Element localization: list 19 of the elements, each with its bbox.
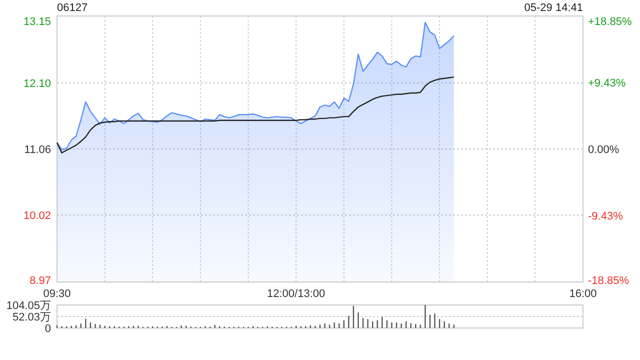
x-tick-label: 12:00/13:00 [267, 288, 326, 300]
y2-tick-label: -18.85% [588, 275, 630, 287]
y-tick-label: 13.15 [23, 16, 51, 28]
x-tick-label: 16:00 [569, 288, 597, 300]
text: 05-29 14:41 [524, 2, 583, 14]
y2-tick-label: +9.43% [588, 77, 626, 90]
y2-tick-label: 0.00% [588, 144, 620, 156]
y-tick-label: 10.02 [23, 210, 51, 222]
y-tick-label: 11.06 [24, 144, 51, 156]
y-tick-label: 12.10 [23, 78, 51, 90]
y-tick-label: 52.03万 [12, 312, 51, 324]
y2-tick-label: +18.85% [588, 16, 632, 28]
y-tick-label: 8.97 [30, 275, 51, 287]
x-tick-label: 09:30 [43, 288, 71, 300]
y-tick-label: 0 [44, 323, 51, 335]
chart-title: 06127 [57, 2, 88, 14]
line-series [56, 76, 454, 154]
y-tick-label: 104.05万 [6, 300, 51, 312]
y2-tick-label: -9.43% [588, 210, 624, 223]
